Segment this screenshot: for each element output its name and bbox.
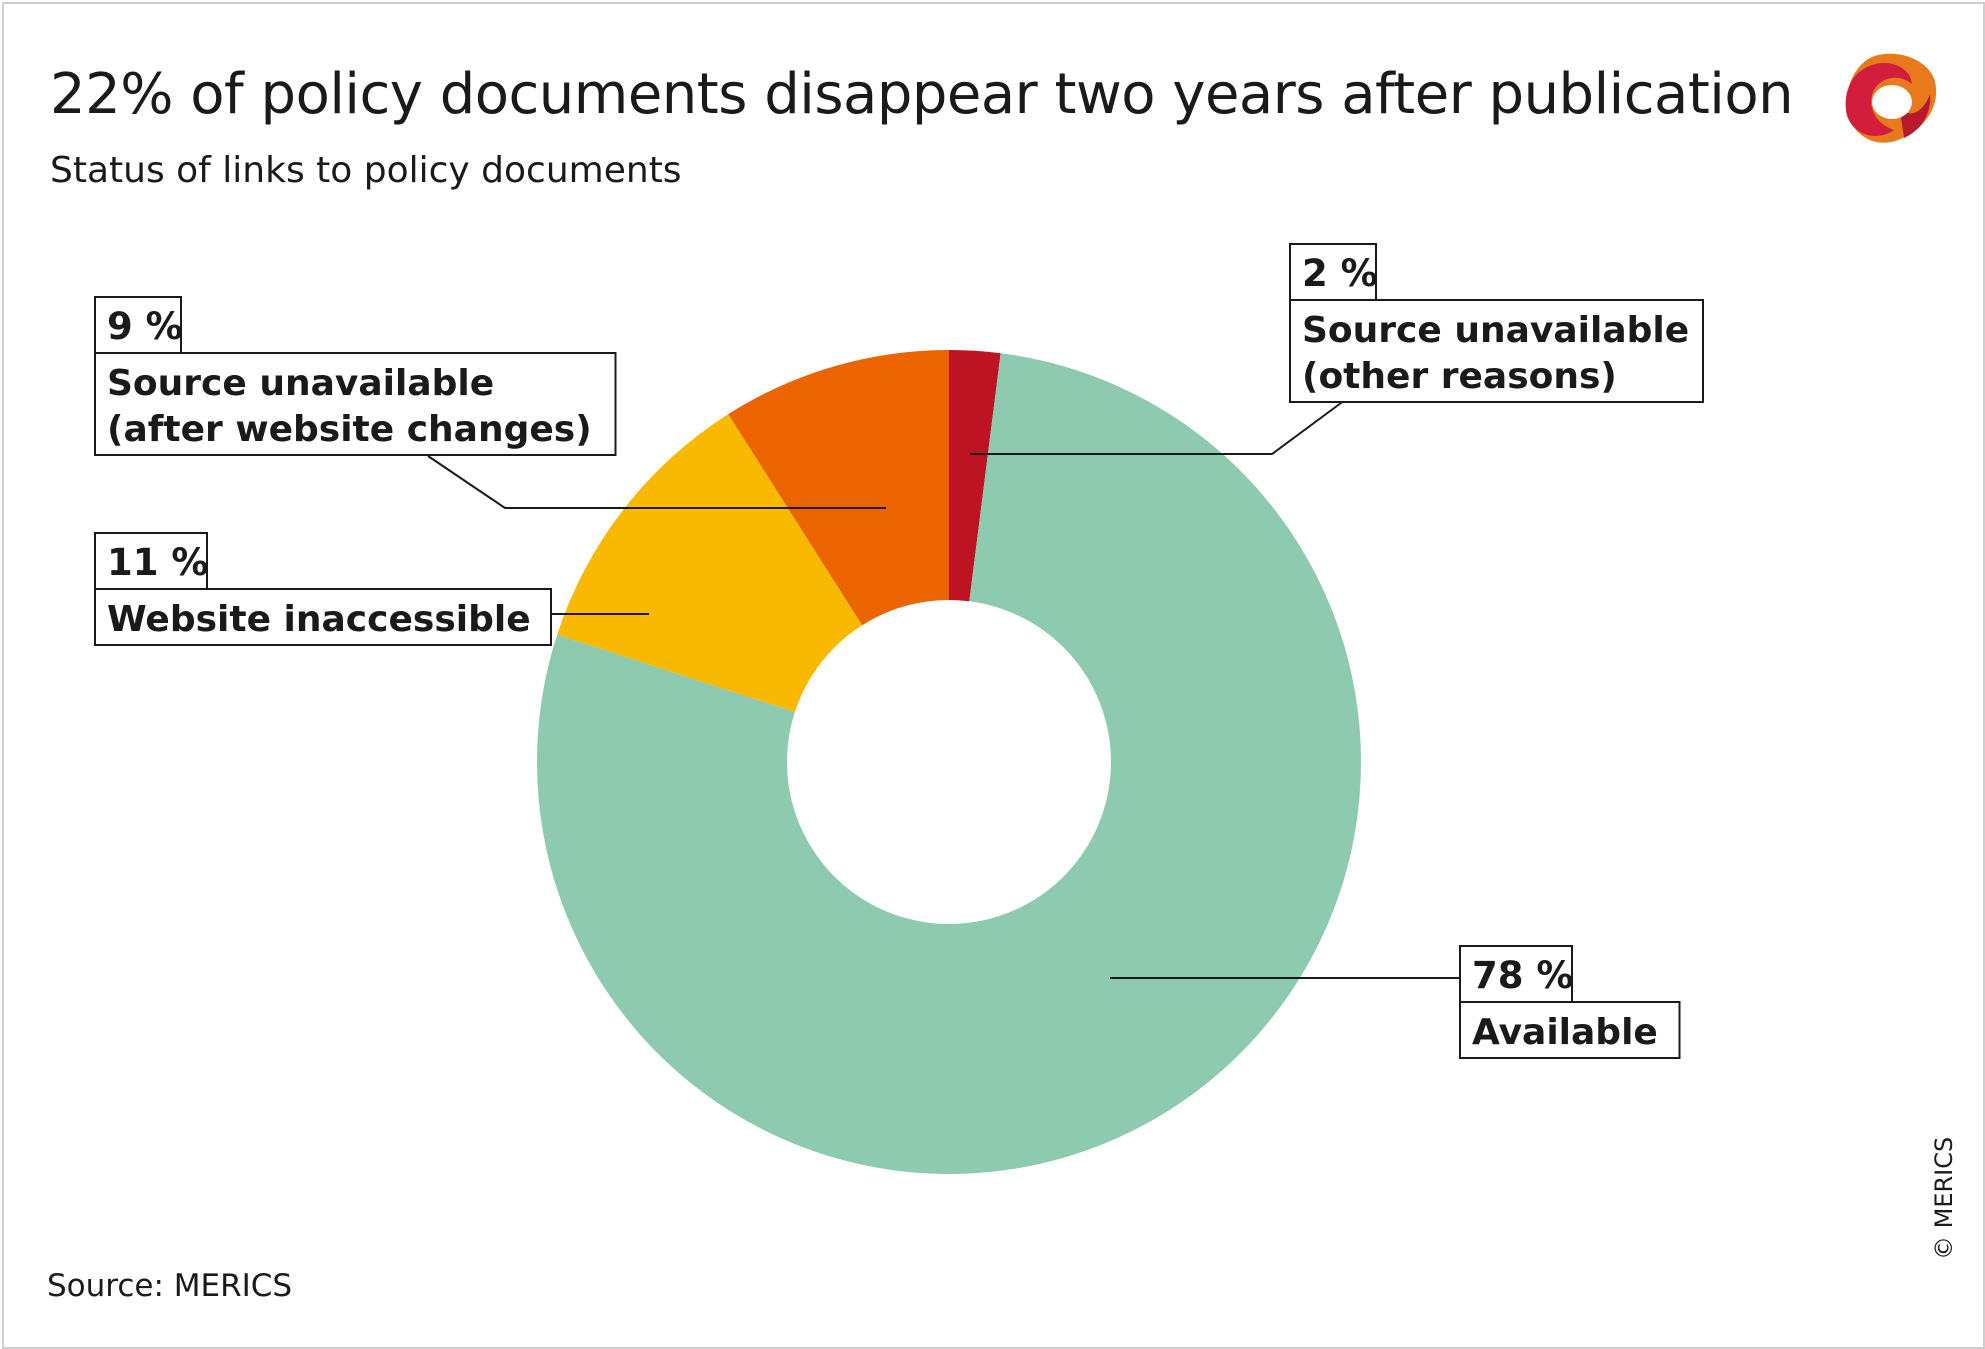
donut-slice-3 — [557, 414, 863, 712]
leader-line-1 — [970, 399, 1346, 455]
slice-name-box — [94, 352, 617, 456]
slice-name-label: (other reasons) — [1302, 356, 1617, 397]
slice-name-label: Source unavailable — [107, 363, 494, 404]
slice-name-box — [1289, 299, 1704, 403]
slice-name-box — [94, 588, 552, 646]
slice-value-box — [94, 296, 182, 354]
donut-slice-1 — [949, 350, 1001, 602]
slice-value-label: 11 % — [107, 541, 208, 584]
merics-logo-icon — [1845, 53, 1937, 143]
leader-line-4 — [427, 455, 886, 509]
copyright-note: © MERICS — [1930, 1136, 1958, 1260]
slice-name-label: Website inaccessible — [107, 599, 531, 640]
source-note: Source: MERICS — [47, 1268, 293, 1304]
chart-title: 22% of policy documents disappear two ye… — [50, 62, 1794, 127]
donut-slice-4 — [728, 350, 949, 626]
slice-name-label: Source unavailable — [1302, 310, 1689, 351]
slice-name-label: (after website changes) — [107, 409, 592, 450]
slice-name-box — [1459, 1001, 1681, 1059]
slice-value-label: 78 % — [1472, 954, 1573, 997]
slice-value-box — [1289, 243, 1377, 301]
slice-value-label: 9 % — [107, 305, 183, 348]
donut-slice-2 — [537, 353, 1362, 1175]
slice-value-label: 2 % — [1302, 252, 1378, 295]
chart-subtitle: Status of links to policy documents — [50, 150, 682, 191]
slice-name-label: Available — [1472, 1012, 1658, 1053]
